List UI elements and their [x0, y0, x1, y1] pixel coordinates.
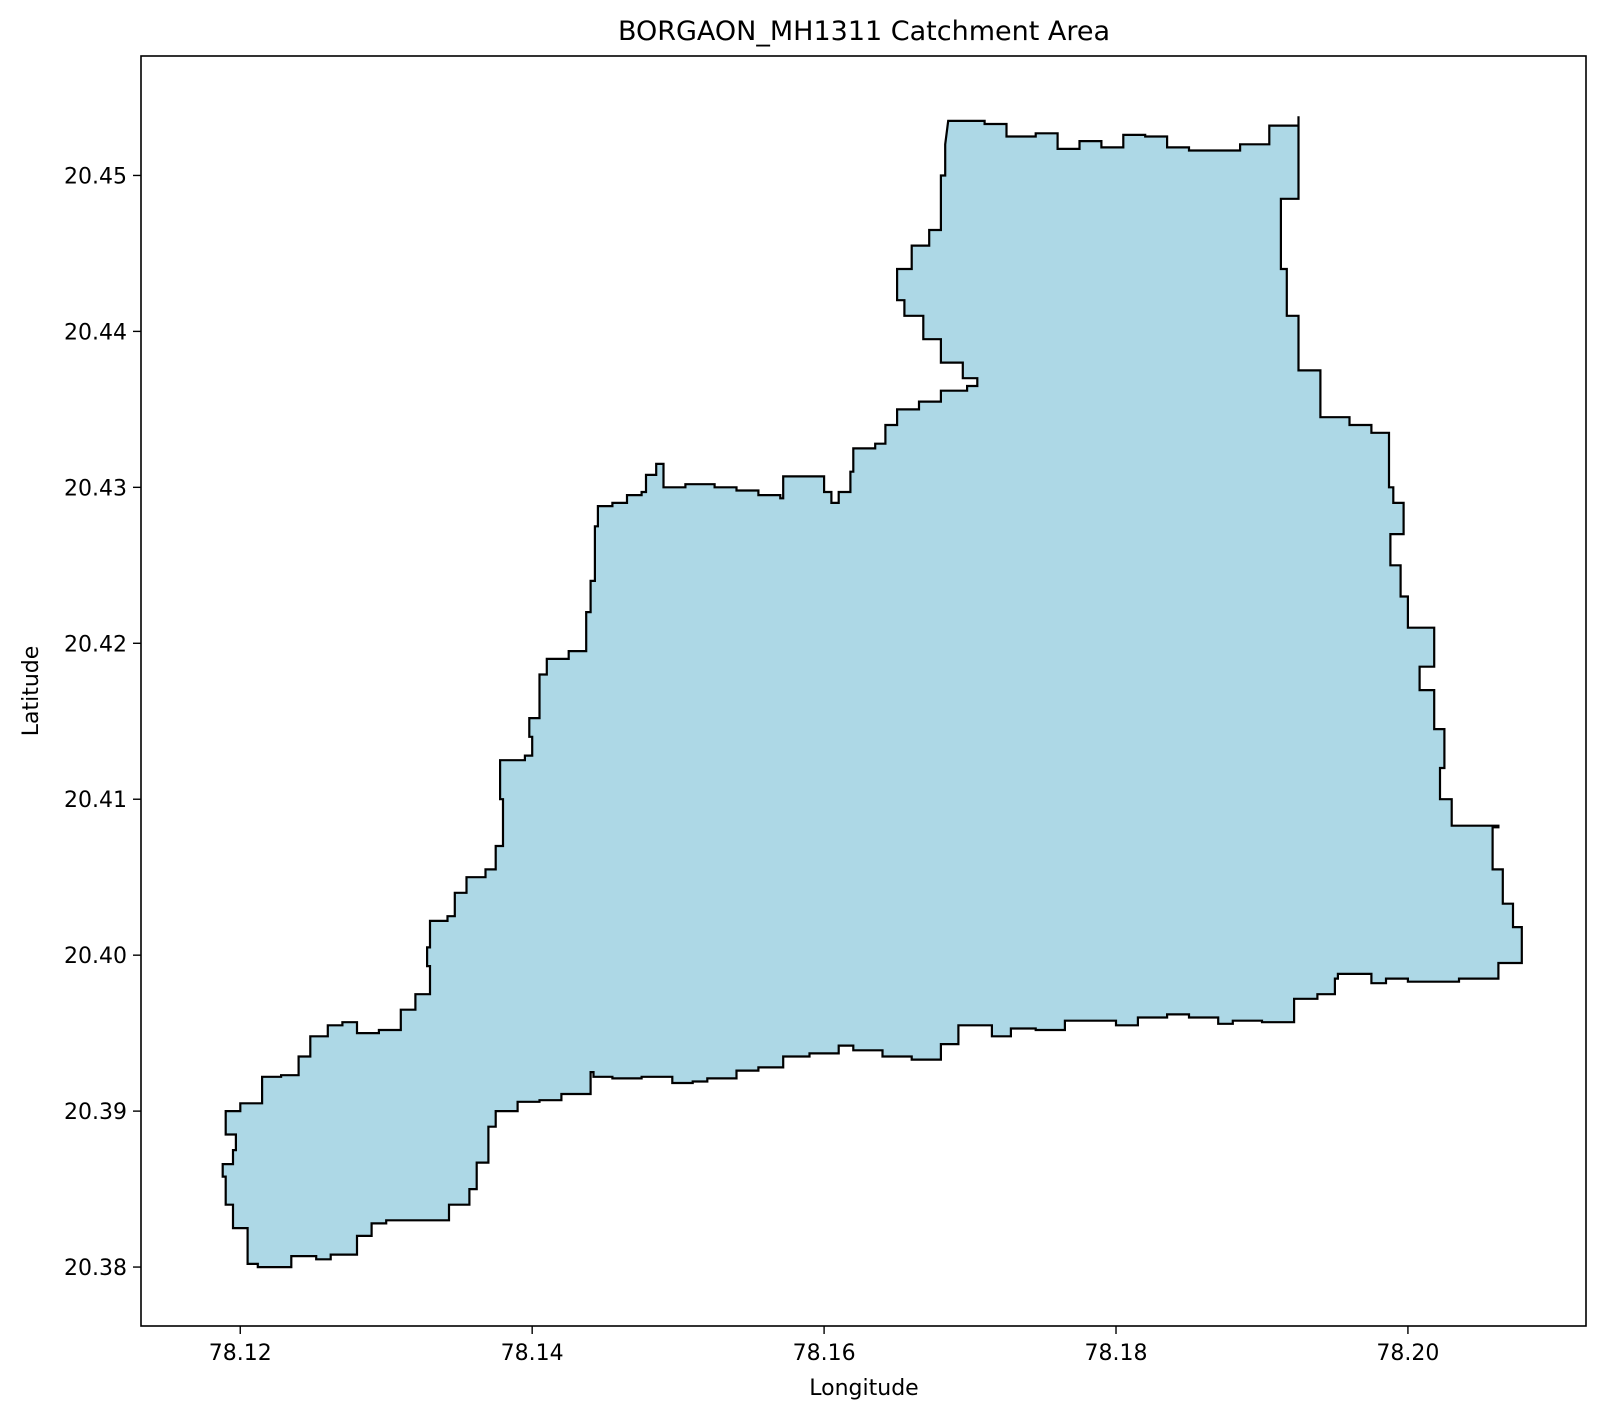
- x-tick-label: 78.14: [501, 1341, 564, 1366]
- y-tick-label: 20.41: [64, 788, 127, 813]
- y-tick-label: 20.42: [64, 632, 127, 657]
- x-tick-label: 78.20: [1376, 1341, 1439, 1366]
- plot-frame: [140, 55, 1587, 1327]
- y-tick-label: 20.38: [64, 1256, 127, 1281]
- catchment-polygon: [221, 116, 1523, 1269]
- x-tick-label: 78.16: [793, 1341, 856, 1366]
- x-axis-label: Longitude: [809, 1376, 918, 1401]
- chart-title: BORGAON_MH1311 Catchment Area: [618, 16, 1110, 47]
- y-tick-label: 20.39: [64, 1100, 127, 1125]
- y-tick-label: 20.45: [64, 164, 127, 189]
- y-tick-label: 20.44: [64, 320, 127, 345]
- y-tick-label: 20.43: [64, 476, 127, 501]
- y-axis-label: Latitude: [19, 646, 44, 737]
- x-tick-label: 78.18: [1085, 1341, 1148, 1366]
- x-tick-label: 78.12: [209, 1341, 272, 1366]
- y-tick-label: 20.40: [64, 944, 127, 969]
